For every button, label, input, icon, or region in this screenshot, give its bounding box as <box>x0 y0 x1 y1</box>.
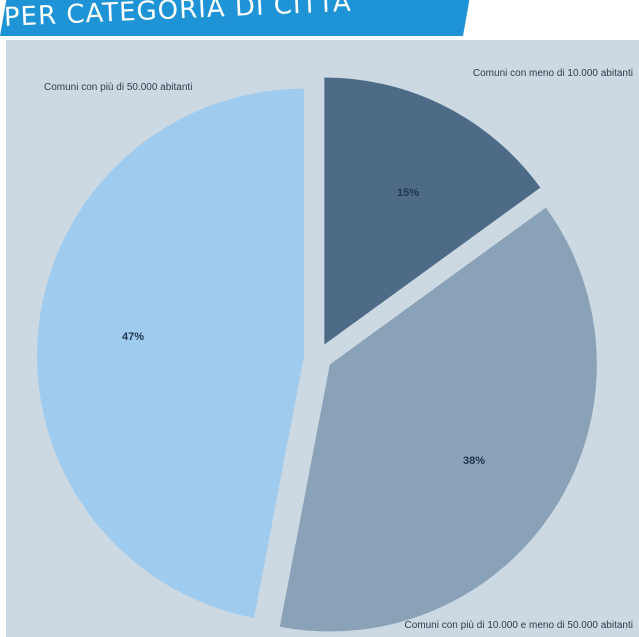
pie-slice-1 <box>324 77 541 345</box>
slice-category-label: Comuni con più di 50.000 abitanti <box>44 82 192 93</box>
slice-percent-label: 47% <box>122 331 144 343</box>
slice-percent-label: 15% <box>397 187 419 199</box>
slice-category-label: Comuni con meno di 10.000 abitanti <box>473 68 633 79</box>
slice-percent-label: 38% <box>463 455 485 467</box>
pie-slice-2 <box>279 207 597 632</box>
pie-slice-3 <box>37 88 305 618</box>
slice-category-label: Comuni con più di 10.000 e meno di 50.00… <box>405 620 634 631</box>
